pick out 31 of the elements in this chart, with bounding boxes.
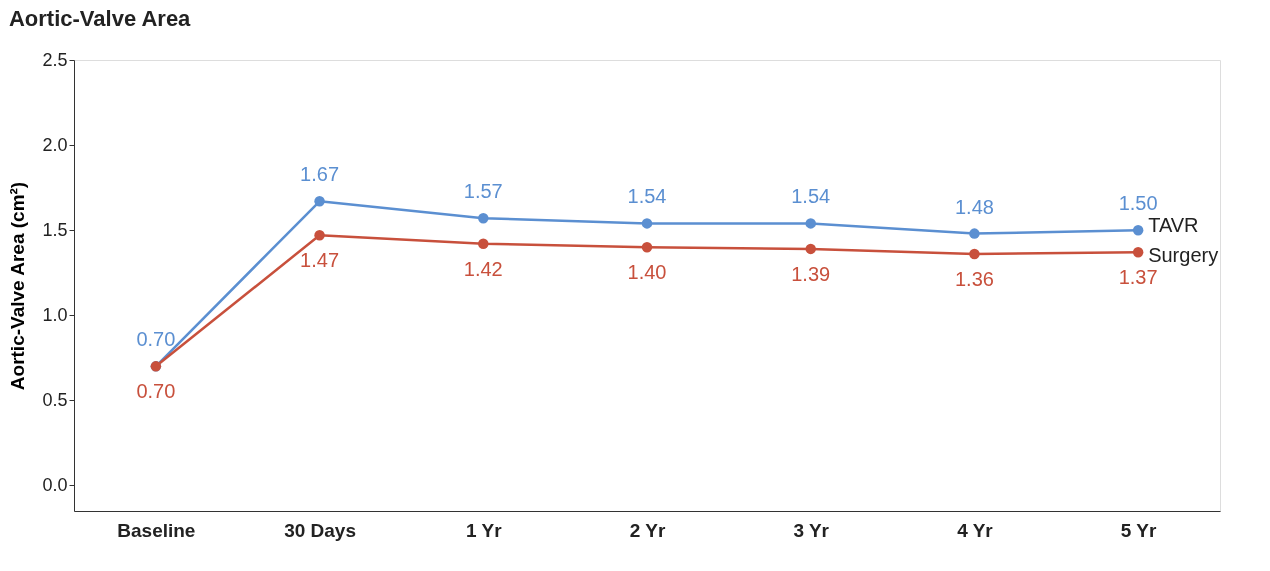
data-label: 1.47 <box>300 249 340 272</box>
data-label: 1.54 <box>627 185 667 208</box>
series-label: Surgery <box>1148 244 1219 267</box>
data-label: 1.36 <box>954 268 994 291</box>
series-label: TAVR <box>1148 214 1199 237</box>
data-label: 1.37 <box>1118 266 1158 289</box>
y-tick-label: 2.5 <box>42 49 68 70</box>
x-tick-label: 30 Days <box>284 519 356 541</box>
data-label: 1.40 <box>627 261 667 284</box>
data-label: 1.50 <box>1118 192 1158 215</box>
y-tick-label: 2.0 <box>42 134 68 155</box>
data-label: 0.70 <box>136 328 176 351</box>
x-tick-label: 4 Yr <box>957 519 994 541</box>
x-tick-label: 1 Yr <box>466 519 503 541</box>
chart-title: Aortic-Valve Area <box>8 6 192 31</box>
data-label: 1.57 <box>463 180 503 203</box>
data-label: 1.48 <box>954 195 994 218</box>
y-tick-label: 0.5 <box>42 389 68 410</box>
x-tick-label: 3 Yr <box>793 519 830 541</box>
data-label: 1.54 <box>791 185 831 208</box>
data-label: 0.70 <box>136 380 176 403</box>
x-tick-label: 2 Yr <box>629 519 666 541</box>
x-tick-label: 5 Yr <box>1120 519 1158 541</box>
x-tick-label: Baseline <box>117 519 196 541</box>
y-tick-label: 1.0 <box>42 304 68 325</box>
y-axis-title: Aortic-Valve Area (cm²) <box>7 181 29 391</box>
data-label: 1.67 <box>300 163 340 186</box>
y-tick-label: 1.5 <box>42 219 68 240</box>
y-tick-label: 0.0 <box>42 474 68 495</box>
data-label: 1.42 <box>463 257 503 280</box>
data-label: 1.39 <box>791 262 831 285</box>
